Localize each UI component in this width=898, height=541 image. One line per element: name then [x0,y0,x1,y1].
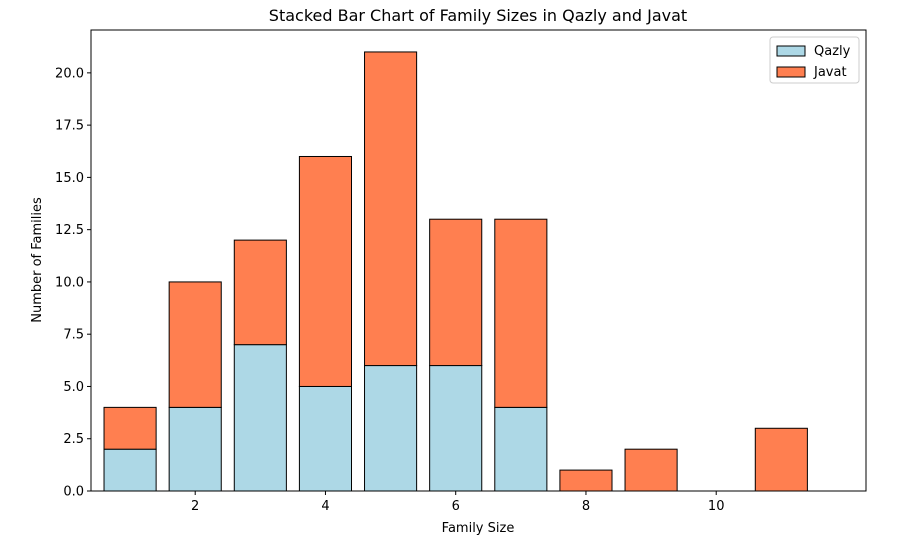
y-tick-label-2.5: 2.5 [63,432,84,447]
bar-javat-2 [168,281,222,408]
bar-qazly-2 [168,406,222,492]
x-axis-label: Family Size [442,521,515,536]
y-tick-label-5: 5.0 [63,380,84,395]
bar-qazly-7 [494,406,548,492]
y-tick-label-20: 20.0 [55,66,84,81]
axes-frame [90,29,867,492]
bar-qazly-3 [233,344,287,492]
bar-javat-6 [429,218,483,367]
legend-label-qazly: Qazly [814,44,851,59]
y-tick-label-10: 10.0 [55,275,84,290]
bar-javat-7 [494,218,548,408]
x-tick-label-10: 10 [708,499,725,514]
x-tick-label-8: 8 [582,499,590,514]
legend-swatch-javat [776,66,806,78]
bar-qazly-6 [429,365,483,492]
bar-javat-3 [233,239,287,346]
y-tick-label-0: 0.0 [63,485,84,500]
bar-javat-11 [754,427,808,492]
plot-area: 2 4 6 8 10 0.0 2.5 5.0 7.5 10.0 12.5 15.0 17.5 20.0 [55,29,867,514]
y-tick-label-17.5: 17.5 [55,119,84,134]
x-tick-label-6: 6 [452,499,460,514]
bar-qazly-4 [298,385,353,492]
bar-javat-1 [103,406,157,450]
legend-label-javat: Javat [813,65,847,80]
y-tick-label-12.5: 12.5 [55,223,84,238]
y-tick-label-15: 15.0 [55,171,84,186]
legend-swatch-qazly [776,45,806,57]
bar-javat-9 [624,448,678,492]
chart-title: Stacked Bar Chart of Family Sizes in Qaz… [269,6,687,25]
legend: Qazly Javat [769,36,860,84]
y-axis-label: Number of Families [30,197,45,323]
y-tick-label-7.5: 7.5 [63,328,84,343]
bar-qazly-1 [103,448,157,492]
x-tick-label-4: 4 [321,499,329,514]
x-tick-label-2: 2 [191,499,199,514]
bar-javat-8 [559,469,613,492]
bar-javat-5 [364,51,418,367]
bar-javat-4 [298,155,353,387]
bar-qazly-5 [364,365,418,492]
